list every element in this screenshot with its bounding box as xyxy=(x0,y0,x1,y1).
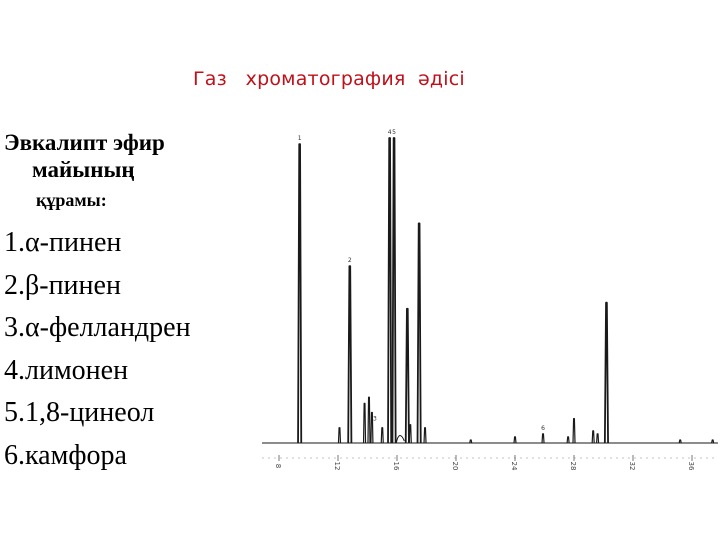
chromatogram-peak xyxy=(297,143,303,444)
peak-tail xyxy=(395,435,405,444)
x-tick-label: 36 xyxy=(687,462,695,471)
chromatogram-peak xyxy=(370,411,374,444)
composition-heading: Эвкалипт эфир майының xyxy=(4,129,165,183)
component-item: 5.1,8-цинеол xyxy=(4,397,155,428)
chromatogram-peak xyxy=(541,433,545,444)
component-item: 1.α-пинен xyxy=(4,227,122,258)
component-list: 1.α-пинен 2.β-пинен 3.α-фелландрен 4.лим… xyxy=(4,222,191,477)
chromatogram-peak xyxy=(678,439,682,444)
x-tick-label: 16 xyxy=(392,462,400,471)
chromatogram-peak xyxy=(416,222,422,444)
chromatogram-peak xyxy=(596,433,600,444)
component-item: 2.β-пинен xyxy=(4,269,121,301)
x-tick-label: 12 xyxy=(333,462,341,471)
heading-line-2: майының xyxy=(32,157,135,182)
peak-label: 4 xyxy=(388,129,392,136)
peak-label: 3 xyxy=(373,416,377,423)
chromatogram-peak xyxy=(711,439,715,444)
chromatogram-peak xyxy=(380,427,384,444)
chromatogram-peak xyxy=(362,402,367,444)
x-tick-label: 28 xyxy=(569,462,577,471)
chromatogram-peak xyxy=(591,430,595,444)
heading-line-1: Эвкалипт эфир xyxy=(4,130,165,155)
chromatogram-peak xyxy=(572,418,576,444)
x-tick-label: 32 xyxy=(628,462,636,471)
slide-title: Газ хроматография әдісі xyxy=(193,68,465,90)
chromatogram-peak xyxy=(513,436,517,444)
chromatogram-peak xyxy=(469,439,473,444)
chromatogram-peak xyxy=(603,301,609,444)
component-item: 3.α-фелландрен xyxy=(4,312,191,343)
peak-label: 5 xyxy=(392,129,396,136)
component-item: 4.лимонен xyxy=(4,354,129,386)
peak-labels-layer: 1 2 3 4 5 6 xyxy=(298,129,545,432)
x-tick-label: 8 xyxy=(274,464,282,468)
chromatogram-peak xyxy=(391,137,397,444)
x-tick-label: 24 xyxy=(510,462,518,471)
peaks-layer xyxy=(297,137,715,444)
chromatogram-peak xyxy=(387,137,393,444)
chromatogram-peak xyxy=(347,265,353,444)
chromatogram-peak xyxy=(337,427,342,444)
chromatogram-peak xyxy=(408,424,412,444)
chromatogram-peak xyxy=(423,427,427,444)
ticks-layer: 8 12 16 20 24 28 32 36 xyxy=(274,455,695,471)
peak-label: 2 xyxy=(348,257,352,264)
component-item: 6.камфора xyxy=(4,439,127,471)
peak-label: 1 xyxy=(298,135,302,142)
chromatogram-peak xyxy=(566,436,570,444)
x-tick-label: 20 xyxy=(451,462,459,471)
chromatogram-peak xyxy=(404,307,410,444)
peak-label: 6 xyxy=(541,425,545,432)
chromatogram-peak xyxy=(367,396,371,444)
composition-subheading: құрамы: xyxy=(36,190,107,210)
